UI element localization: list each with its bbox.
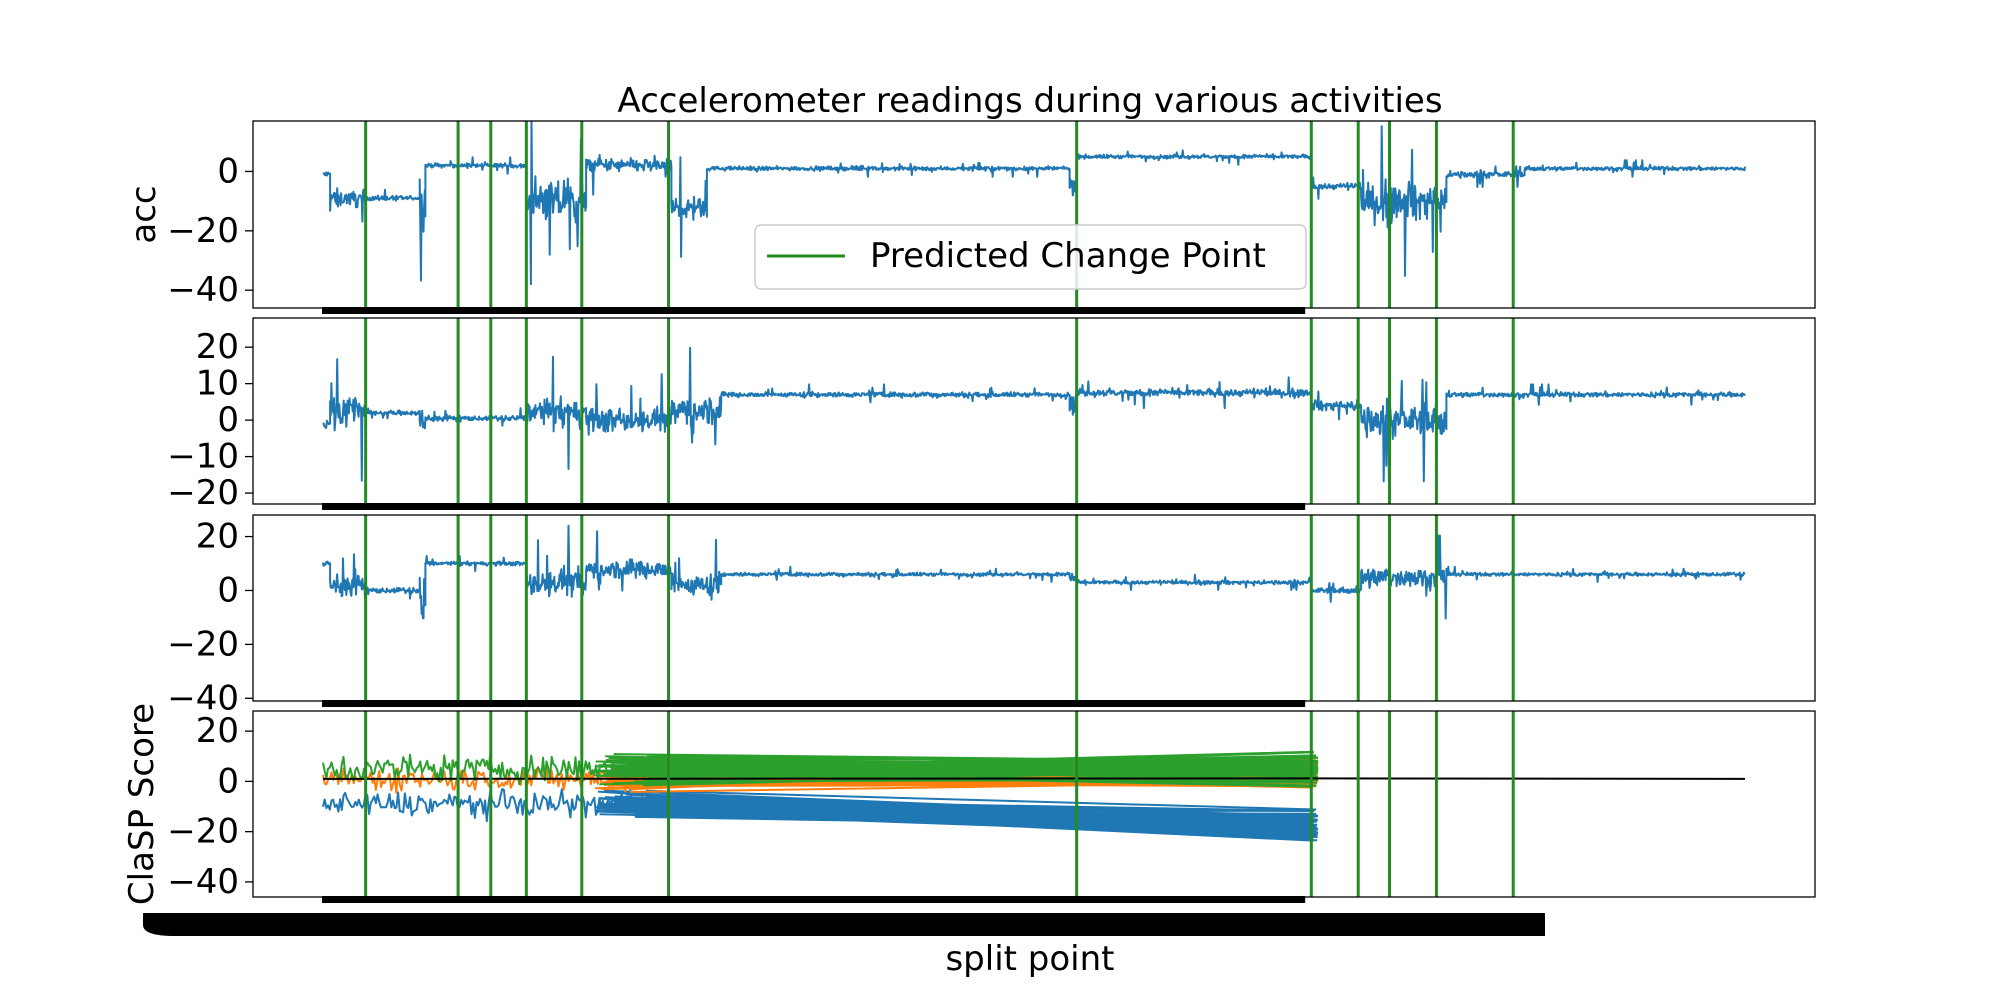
y-axis-label: acc (124, 185, 164, 243)
x-tick-band (322, 307, 1306, 314)
axes-frame (252, 120, 1816, 309)
y-tick-label: 10 (196, 364, 239, 404)
axes-frame (252, 710, 1816, 898)
plot-area (322, 346, 1746, 483)
y-tick-label: 20 (196, 711, 239, 751)
y-tick-label: 0 (217, 761, 239, 801)
y-tick-label: −40 (167, 270, 239, 310)
series-line (322, 524, 1746, 620)
panel-acc-z: −40 −20 0 20 (167, 514, 1816, 718)
y-tick-label: −20 (167, 812, 239, 852)
series-line (322, 121, 1746, 286)
y-tick-label: 0 (217, 400, 239, 440)
series-line (322, 346, 1746, 483)
y-tick-label: −10 (167, 437, 239, 477)
axes-frame (252, 514, 1816, 702)
y-tick-label: 0 (217, 151, 239, 191)
series-line (322, 750, 1319, 788)
chart-title: Accelerometer readings during various ac… (617, 81, 1442, 121)
x-tick-labels-overlapping (143, 913, 1545, 936)
y-tick-label: −40 (167, 678, 239, 718)
y-tick-label: 20 (196, 327, 239, 367)
y-tick-label: 20 (196, 517, 239, 557)
y-tick-label: −20 (167, 473, 239, 513)
x-tick-band (322, 700, 1306, 707)
series-line (322, 788, 1319, 842)
legend-label: Predicted Change Point (870, 236, 1266, 276)
y-axis-label: ClaSP Score (122, 703, 162, 905)
x-tick-label-band (143, 913, 1545, 936)
x-axis-label: split point (945, 939, 1114, 979)
y-tick-label: 0 (217, 570, 239, 610)
x-tick-band (322, 503, 1306, 510)
axes-frame (252, 317, 1816, 505)
panel-acc: −40 −20 0 acc (124, 120, 1816, 314)
legend: Predicted Change Point (754, 224, 1307, 290)
y-tick-label: −20 (167, 624, 239, 664)
y-tick-label: −40 (167, 862, 239, 902)
y-tick-label: −20 (167, 211, 239, 251)
plot-area (322, 750, 1746, 842)
plot-area (322, 121, 1746, 286)
score-line (322, 777, 1746, 780)
legend-frame (754, 224, 1307, 290)
plot-area (322, 524, 1746, 620)
x-tick-band (322, 896, 1306, 903)
panel-clasp-score: −40 −20 0 20 ClaSP Score (122, 703, 1816, 905)
